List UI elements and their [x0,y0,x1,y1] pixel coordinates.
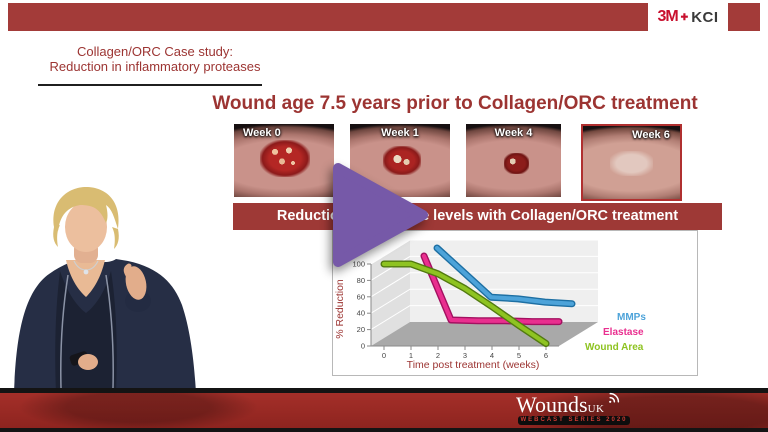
presenter-neckline [66,260,105,297]
wounds-logo-text: Wounds [516,392,588,417]
broadcast-icon [609,392,620,403]
brand-3m-text: 3M [657,8,678,25]
gridline [370,272,598,298]
y-tick-label: 100 [352,260,365,269]
wound-photo-week-0: Week 0 [234,124,334,197]
gridline [370,239,598,265]
series-Wound Area [381,261,549,346]
y-tick-label: 20 [357,325,365,334]
zipper-line [105,274,114,389]
x-tick-label: 6 [544,351,548,360]
presenter-hand [78,354,98,370]
zipper-line [60,274,69,389]
series-badge: WEBCAST SERIES 2020 [518,416,630,425]
x-tick-label: 4 [490,351,494,360]
banner-title: Reduction in protease levels with Collag… [233,203,722,230]
presenter-hair [53,187,119,231]
wound-region [504,153,529,174]
wound-photo-week-4: Week 4 [466,124,561,197]
wounds-logo-sub: UK [587,403,605,415]
play-icon[interactable] [333,163,428,267]
slide-subtitle: Collagen/ORC Case study: Reduction in in… [30,44,280,74]
legend-Elastase: Elastase [603,327,644,338]
protease-chart-svg: 0 20 40 60 80 100 0 1 2 3 4 5 6 Time post treatment (… [334,239,646,371]
presenter-face [65,202,107,252]
y-tick-label: 0 [361,342,365,351]
gridline [370,255,598,281]
brand-plus-icon: ✚ [680,11,689,22]
week-label: Week 4 [494,127,533,139]
presenter-thumb [123,263,132,278]
week-label: Week 0 [243,127,281,139]
brand-logo: 3M ✚ KCI [648,3,728,31]
bottom-divider [0,388,768,393]
x-tick-label: 2 [436,351,440,360]
presenter [14,187,196,393]
slide-title: Wound age 7.5 years prior to Collagen/OR… [212,93,698,114]
brand-kci-text: KCI [691,8,719,26]
y-tick-label: 80 [357,276,365,285]
y-axis-title: % Reduction [334,279,346,339]
protease-chart: 0 20 40 60 80 100 0 1 2 3 4 5 6 Time post treatment (… [332,230,698,376]
gridline [370,305,598,331]
gridline [370,288,598,314]
legend-Wound Area: Wound Area [585,342,644,353]
bottom-edge [0,428,768,432]
legend-MMPs: MMPs [617,312,646,323]
footer-bar: WoundsUK WEBCAST SERIES 2020 [0,392,768,428]
top-accent-bar [8,3,760,31]
necklace-pendant [83,269,89,275]
play-button[interactable] [325,158,435,273]
week-label: Week 6 [632,129,670,141]
subtitle-underline [38,84,262,86]
x-tick-label: 3 [463,351,467,360]
y-tick-label: 40 [357,309,365,318]
wound-region [260,140,310,177]
wounds-uk-logo: WoundsUK [516,392,620,420]
week-label: Week 1 [381,127,419,139]
x-tick-label: 5 [517,351,521,360]
presenter-hair-side [53,225,60,247]
presenter-top [55,271,117,393]
series-Elastase [421,253,562,324]
slide-subtitle-line2: Reduction in inflammatory proteases [49,59,261,74]
x-tick-label: 0 [382,351,386,360]
wound-photo-week-6: Week 6 [581,124,682,201]
x-axis-title: Time post treatment (weeks) [407,359,540,371]
presenter-hair-side [112,227,119,249]
x-tick-label: 1 [409,351,413,360]
slide-subtitle-line1: Collagen/ORC Case study: [76,44,234,59]
y-tick-label: 60 [357,292,365,301]
presenter-raised-hand [125,266,147,300]
series-MMPs [434,245,575,306]
wound-region [610,150,653,176]
chart-floor [371,322,598,346]
wound-region [383,145,421,176]
